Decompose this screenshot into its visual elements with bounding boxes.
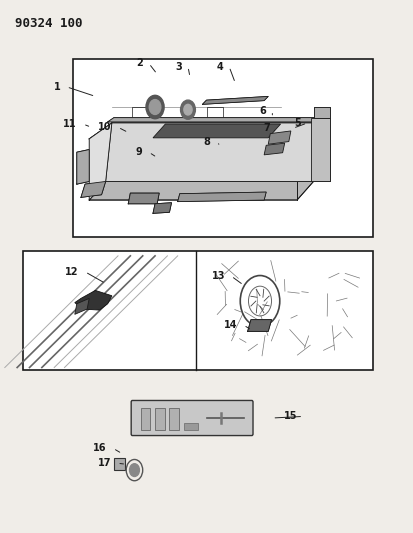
Bar bbox=[169, 408, 179, 430]
Text: 12: 12 bbox=[65, 267, 79, 277]
Text: 10: 10 bbox=[98, 122, 112, 132]
Text: 4: 4 bbox=[216, 62, 223, 71]
Polygon shape bbox=[248, 320, 271, 332]
Bar bbox=[23, 251, 373, 370]
Polygon shape bbox=[178, 192, 266, 201]
Polygon shape bbox=[184, 423, 198, 430]
Polygon shape bbox=[153, 124, 280, 138]
Polygon shape bbox=[311, 118, 330, 181]
Polygon shape bbox=[268, 131, 291, 144]
Polygon shape bbox=[89, 123, 320, 139]
Polygon shape bbox=[89, 123, 112, 200]
Text: 6: 6 bbox=[259, 106, 266, 116]
Text: 1: 1 bbox=[54, 82, 60, 92]
Text: 2: 2 bbox=[136, 59, 143, 68]
Polygon shape bbox=[75, 298, 89, 314]
Circle shape bbox=[180, 100, 195, 119]
Polygon shape bbox=[77, 150, 89, 184]
Text: 15: 15 bbox=[284, 411, 297, 422]
Circle shape bbox=[146, 95, 164, 119]
Text: 3: 3 bbox=[175, 62, 182, 71]
Circle shape bbox=[184, 104, 192, 115]
Polygon shape bbox=[89, 181, 313, 200]
Circle shape bbox=[130, 464, 140, 477]
Polygon shape bbox=[202, 96, 268, 104]
FancyBboxPatch shape bbox=[131, 400, 253, 435]
Polygon shape bbox=[108, 118, 320, 122]
Circle shape bbox=[149, 100, 161, 115]
Text: 8: 8 bbox=[204, 136, 211, 147]
Polygon shape bbox=[81, 181, 106, 197]
Bar bbox=[155, 408, 164, 430]
Bar bbox=[73, 59, 373, 237]
Polygon shape bbox=[264, 143, 285, 155]
Text: 90324 100: 90324 100 bbox=[15, 17, 83, 30]
Text: 17: 17 bbox=[97, 458, 111, 468]
Text: 13: 13 bbox=[211, 271, 225, 281]
Text: 9: 9 bbox=[136, 147, 143, 157]
Polygon shape bbox=[106, 123, 320, 181]
Bar bbox=[114, 458, 126, 470]
Polygon shape bbox=[75, 290, 112, 310]
Text: 16: 16 bbox=[93, 443, 107, 453]
Bar bbox=[141, 408, 150, 430]
Text: 5: 5 bbox=[294, 118, 301, 128]
Polygon shape bbox=[128, 193, 159, 204]
Polygon shape bbox=[153, 203, 171, 213]
Text: 7: 7 bbox=[263, 123, 270, 133]
Text: 11: 11 bbox=[63, 119, 77, 129]
Polygon shape bbox=[313, 107, 330, 118]
Text: 14: 14 bbox=[224, 320, 237, 330]
